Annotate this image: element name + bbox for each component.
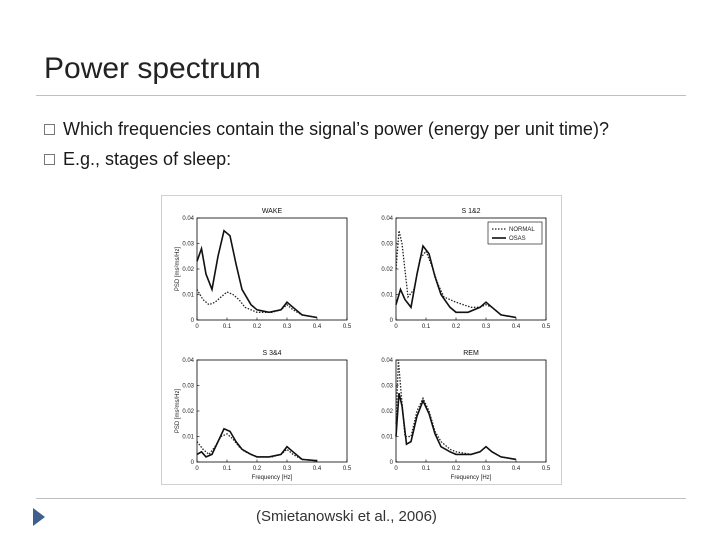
x-tick-label: 0 <box>394 324 398 330</box>
psd-chart-grid: WAKE 0 0.1 0.2 0.3 0.4 0.5 0 0.01 0.02 0.03 0.04 PSD… <box>175 208 551 481</box>
series-line <box>395 393 517 461</box>
psd-figure: WAKE 0 0.1 0.2 0.3 0.4 0.5 0 0.01 0.02 0.03 0.04 PSD… <box>161 195 562 485</box>
footer-divider <box>36 498 686 499</box>
y-tick-label: 0 <box>191 460 195 466</box>
y-tick-label: 0.03 <box>381 384 393 390</box>
y-tick-label: 0.01 <box>381 435 393 441</box>
y-tick-label: 0.02 <box>381 409 393 415</box>
slide-marker-icon <box>33 508 45 526</box>
x-axis-label: Frequency [Hz] <box>252 475 293 481</box>
x-tick-label: 0.3 <box>283 324 292 330</box>
citation: (Smietanowski et al., 2006) <box>256 508 437 525</box>
y-tick-label: 0.03 <box>182 384 194 390</box>
series-line <box>395 230 517 319</box>
x-tick-label: 0.3 <box>482 324 491 330</box>
x-tick-label: 0.1 <box>422 324 431 330</box>
x-tick-label: 0.1 <box>422 466 431 472</box>
y-tick-label: 0.02 <box>182 409 194 415</box>
x-tick-label: 0.5 <box>542 466 551 472</box>
series-line <box>196 289 318 319</box>
y-tick-label: 0 <box>390 318 394 324</box>
y-tick-label: 0.03 <box>182 242 194 248</box>
y-tick-label: 0.01 <box>182 293 194 299</box>
x-tick-label: 0.1 <box>223 466 232 472</box>
panel-title: WAKE <box>262 208 283 215</box>
x-tick-label: 0.1 <box>223 324 232 330</box>
y-axis-label: PSD [ms²ms/Hz] <box>175 389 181 434</box>
x-tick-label: 0.5 <box>542 324 551 330</box>
series-line <box>395 359 517 461</box>
y-tick-label: 0.04 <box>381 358 393 364</box>
y-tick-label: 0.02 <box>381 267 393 273</box>
legend-label: NORMAL <box>509 227 535 233</box>
x-tick-label: 0.5 <box>343 324 352 330</box>
series-line <box>196 427 318 462</box>
bullet-text: Which frequencies contain the signal’s p… <box>63 119 609 139</box>
y-tick-label: 0 <box>191 318 195 324</box>
panel-title: S 1&2 <box>461 208 480 215</box>
bullet-list: Which frequencies contain the signal’s p… <box>44 114 609 174</box>
x-tick-label: 0.2 <box>253 466 262 472</box>
x-tick-label: 0.3 <box>482 466 491 472</box>
y-tick-label: 0 <box>390 460 394 466</box>
panel-frame <box>196 217 348 321</box>
bullet-text: E.g., stages of sleep: <box>63 149 232 169</box>
y-tick-label: 0.01 <box>182 435 194 441</box>
x-tick-label: 0.2 <box>452 324 461 330</box>
y-axis-label: PSD [ms²ms/Hz] <box>175 247 181 292</box>
x-axis-label: Frequency [Hz] <box>451 475 492 481</box>
bullet-box-icon <box>44 153 55 165</box>
bullet-item: E.g., stages of sleep: <box>44 144 609 174</box>
y-tick-label: 0.04 <box>381 216 393 222</box>
legend-label: OSAS <box>509 236 526 242</box>
series-line <box>196 229 318 319</box>
y-tick-label: 0.02 <box>182 267 194 273</box>
x-tick-label: 0.5 <box>343 466 352 472</box>
y-tick-label: 0.01 <box>381 293 393 299</box>
bullet-box-icon <box>44 123 55 135</box>
x-tick-label: 0 <box>195 324 199 330</box>
y-tick-label: 0.03 <box>381 242 393 248</box>
y-tick-label: 0.04 <box>182 358 194 364</box>
x-tick-label: 0 <box>195 466 199 472</box>
x-tick-label: 0.4 <box>512 324 521 330</box>
panel-frame <box>196 359 348 463</box>
x-tick-label: 0.3 <box>283 466 292 472</box>
y-tick-label: 0.04 <box>182 216 194 222</box>
panel-title: REM <box>463 350 479 357</box>
x-tick-label: 0.2 <box>253 324 262 330</box>
x-tick-label: 0.4 <box>313 324 322 330</box>
x-tick-label: 0 <box>394 466 398 472</box>
x-tick-label: 0.2 <box>452 466 461 472</box>
series-line <box>395 244 517 319</box>
slide-title: Power spectrum <box>44 52 261 85</box>
panel-title: S 3&4 <box>262 350 281 357</box>
bullet-item: Which frequencies contain the signal’s p… <box>44 114 609 144</box>
x-tick-label: 0.4 <box>313 466 322 472</box>
title-divider <box>36 95 686 96</box>
x-tick-label: 0.4 <box>512 466 521 472</box>
